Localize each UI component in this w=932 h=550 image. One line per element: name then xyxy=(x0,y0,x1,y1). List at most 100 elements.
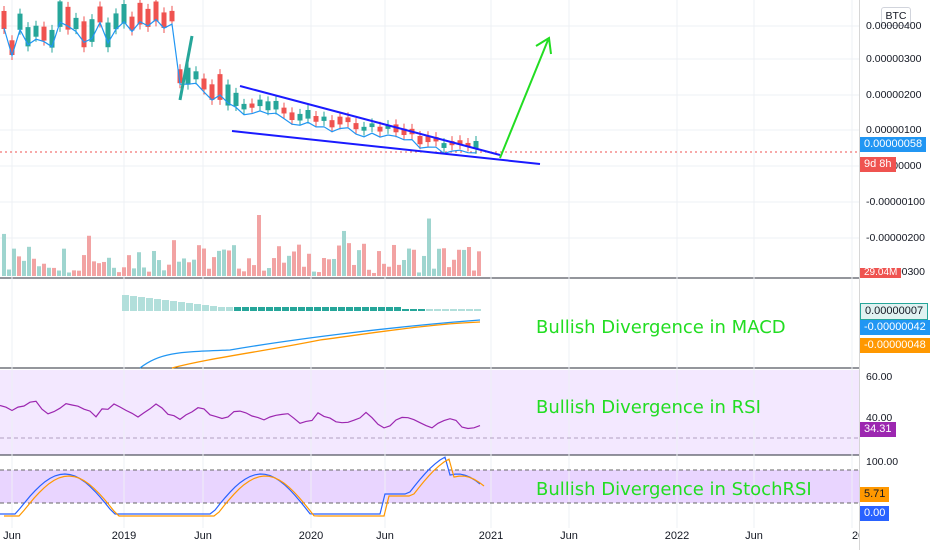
volume-bar xyxy=(257,215,261,276)
candle-body xyxy=(169,10,175,22)
breakout-arrow xyxy=(499,39,549,159)
candle-body xyxy=(49,29,55,48)
macd-hist-bar xyxy=(426,309,433,311)
candle-body xyxy=(241,103,247,110)
time-tick: 2021 xyxy=(478,530,504,542)
last-price-badge: 0.00000058 xyxy=(860,137,927,152)
macd-hist-bar xyxy=(138,297,145,311)
candle-body xyxy=(89,19,95,42)
volume-bar xyxy=(132,268,136,276)
macd-hist-bar xyxy=(458,309,465,311)
macd-hist-bar xyxy=(362,307,369,311)
macd-line xyxy=(139,319,481,369)
volume-bar xyxy=(17,256,21,276)
wedge-lower xyxy=(231,130,541,165)
macd-hist-bar xyxy=(162,300,169,311)
volume-bar xyxy=(287,255,291,276)
volume-bar xyxy=(367,269,371,276)
volume-bar xyxy=(447,267,451,276)
candle-body xyxy=(137,2,143,25)
candle-body xyxy=(313,116,319,122)
volume-bar xyxy=(347,243,351,276)
volume-bar xyxy=(342,230,346,276)
candle-body xyxy=(217,74,223,100)
volume-bar xyxy=(472,270,476,276)
volume-bar xyxy=(332,258,336,276)
volume-bar xyxy=(402,260,406,276)
volume-bar xyxy=(337,245,341,276)
candle-body xyxy=(465,142,471,147)
macd-hist-bar xyxy=(226,307,233,311)
volume-bar xyxy=(137,252,141,276)
volume-bar xyxy=(307,253,311,276)
macd-annotation: Bullish Divergence in MACD xyxy=(536,317,786,338)
volume-bar xyxy=(362,243,366,276)
volume-bar xyxy=(437,248,441,276)
candle-body xyxy=(17,13,23,30)
macd-hist-bar xyxy=(154,299,161,311)
macd-hist-bar xyxy=(378,307,385,311)
volume-bar xyxy=(377,251,381,276)
stoch-d-badge: 0.00 xyxy=(860,506,890,521)
candle-body xyxy=(369,123,375,128)
macd-hist-bar xyxy=(474,309,481,311)
volume-bar xyxy=(207,268,211,276)
candle-body xyxy=(145,8,151,27)
volume-bar xyxy=(427,218,431,276)
candle-body xyxy=(81,21,87,48)
candle-body xyxy=(25,27,31,47)
price-tick: 0.00000300 xyxy=(866,53,922,65)
candle-body xyxy=(41,26,47,41)
macd-hist-bar xyxy=(442,309,449,311)
macd-hist-bar xyxy=(122,295,129,311)
volume-bar xyxy=(102,261,106,276)
candle-body xyxy=(297,113,303,121)
macd-hist-bar xyxy=(306,307,313,311)
symbol-button[interactable]: BTC xyxy=(881,7,911,26)
macd-hist-bar xyxy=(242,307,249,311)
volume-bar xyxy=(387,266,391,276)
volume-bar xyxy=(267,268,271,276)
rsi-pane-bg xyxy=(0,370,859,455)
time-tick: Jun xyxy=(3,530,21,542)
volume-bar xyxy=(392,244,396,276)
stoch-d-line xyxy=(4,458,485,517)
candle-body xyxy=(265,101,271,111)
volume-bar xyxy=(117,272,121,276)
volume-bar xyxy=(317,272,321,276)
volume-bar xyxy=(322,258,326,276)
candle-body xyxy=(289,112,295,121)
stoch-k-badge: 5.71 xyxy=(860,487,890,502)
time-tick: Jun xyxy=(194,530,212,542)
volume-bar xyxy=(457,249,461,276)
volume-bar xyxy=(247,258,251,276)
macd-hist-bar xyxy=(322,307,329,311)
volume-bar xyxy=(327,259,331,276)
candle-body xyxy=(161,12,167,28)
volume-bar xyxy=(352,264,356,276)
volume-bar xyxy=(72,270,76,276)
volume-bar xyxy=(77,270,81,276)
macd-hist-bar xyxy=(210,306,217,311)
candle-body xyxy=(97,6,103,23)
volume-bar xyxy=(467,247,471,276)
macd-hist-bar xyxy=(450,309,457,311)
breakout-arrow-head xyxy=(535,36,552,55)
candle-body xyxy=(177,69,183,84)
candle-body xyxy=(233,92,239,106)
volume-bar xyxy=(412,249,416,276)
volume-bar xyxy=(172,240,176,276)
candle-body xyxy=(33,25,39,37)
volume-bar xyxy=(7,269,11,276)
macd-hist-bar xyxy=(290,307,297,311)
candle-body xyxy=(473,141,479,149)
price-tick: 0.00000200 xyxy=(866,89,922,101)
volume-bar xyxy=(407,248,411,276)
candle-body xyxy=(73,17,79,30)
trend-marker xyxy=(178,35,194,101)
volume-bar xyxy=(292,251,296,276)
volume-bar xyxy=(462,249,466,276)
volume-bar xyxy=(197,245,201,276)
volume-bar xyxy=(442,248,446,276)
